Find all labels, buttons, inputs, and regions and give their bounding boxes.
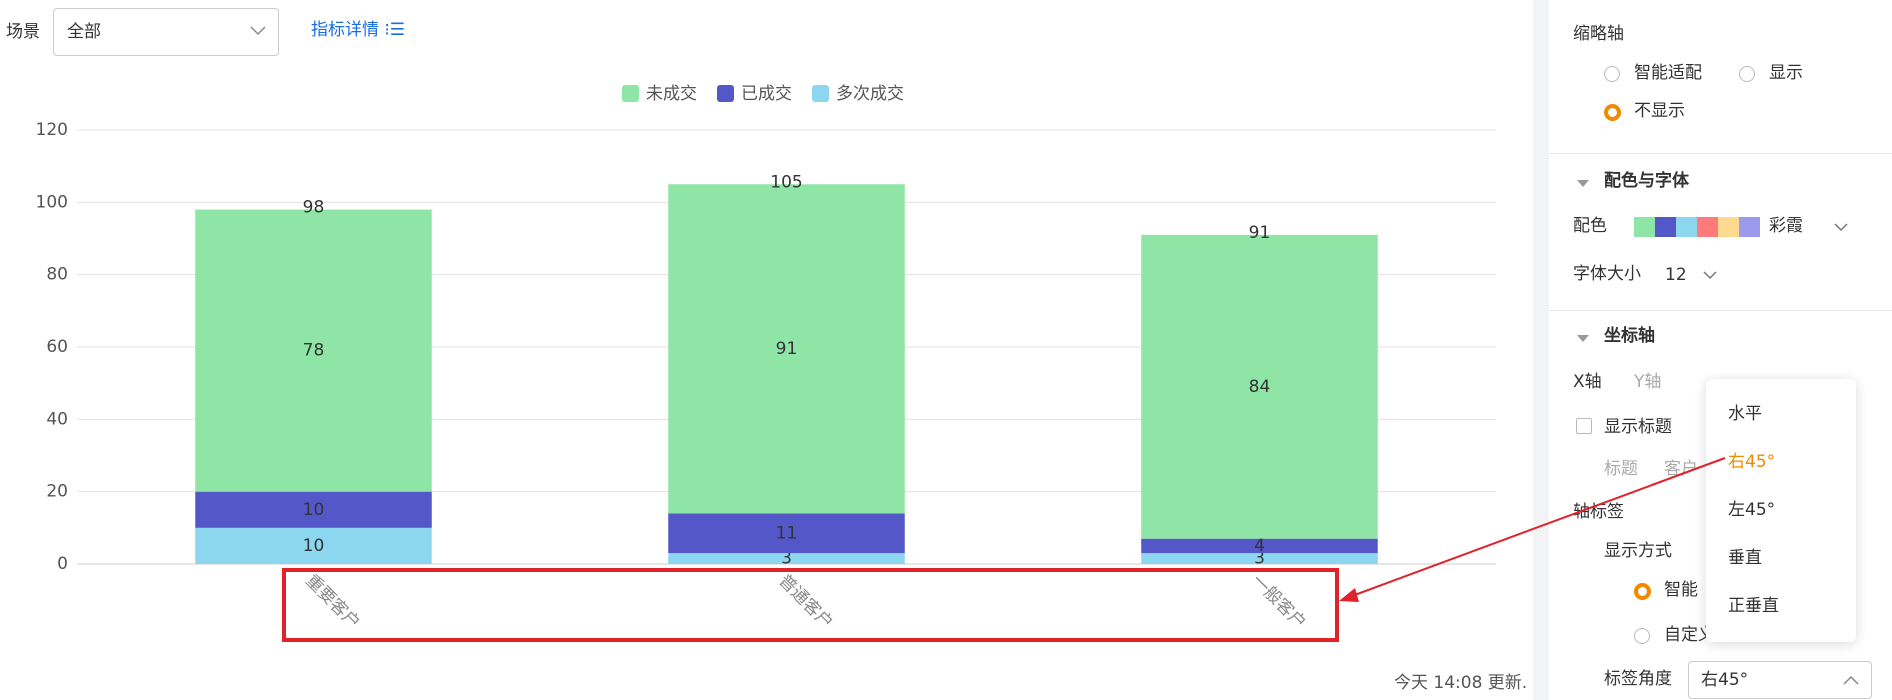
checkbox[interactable] <box>1576 418 1592 434</box>
swatch <box>1697 217 1718 237</box>
y-tick-label: 20 <box>46 482 68 502</box>
swatch <box>1655 217 1676 237</box>
swatch <box>1676 217 1697 237</box>
value-label: 10 <box>303 500 325 520</box>
swatch <box>1634 217 1655 237</box>
tab-active[interactable]: X轴 <box>1573 372 1602 392</box>
radio[interactable] <box>1604 66 1620 82</box>
update-time: 今天 14:08 更新. <box>1394 673 1528 693</box>
collapse-icon[interactable] <box>1577 335 1589 342</box>
label[interactable]: 显示标题 <box>1604 417 1672 437</box>
label: 标题 <box>1604 459 1638 479</box>
swatch <box>1718 217 1739 237</box>
option[interactable]: 自定义 <box>1664 625 1715 645</box>
option[interactable]: 智能适配 <box>1634 63 1702 83</box>
bar-segment <box>668 184 905 514</box>
bar-segment <box>195 527 432 564</box>
divider <box>1533 0 1549 700</box>
angle-select[interactable]: 右45° <box>1688 661 1872 699</box>
bar-segment <box>1141 553 1378 564</box>
bar-segment <box>1141 538 1378 554</box>
radio-selected[interactable] <box>1634 583 1651 600</box>
label: 配色 <box>1573 216 1607 236</box>
font-size[interactable]: 12 <box>1665 265 1687 285</box>
chevron <box>1843 675 1859 685</box>
legend-label: 未成交 <box>646 84 697 104</box>
tab[interactable]: Y轴 <box>1634 372 1662 392</box>
label: 标签角度 <box>1604 669 1672 689</box>
y-tick-label: 60 <box>46 337 68 357</box>
radio[interactable] <box>1739 66 1755 82</box>
label: 显示方式 <box>1604 541 1672 561</box>
x-tick-label: 一般客户 <box>1247 571 1309 633</box>
detail-text: 指标详情 <box>311 20 379 40</box>
separator <box>1549 310 1892 311</box>
chevron[interactable] <box>1703 271 1717 280</box>
radio-selected[interactable] <box>1604 104 1621 121</box>
dropdown-item[interactable]: 正垂直 <box>1728 596 1779 616</box>
y-tick-label: 120 <box>36 120 68 140</box>
section-title: 配色与字体 <box>1604 171 1689 191</box>
legend-swatch <box>717 85 734 102</box>
swatch <box>1739 217 1760 237</box>
chart: 0 20 40 60 80 100 120 未成交 已成交 多次成交 10 10 78 98 重要客户 3 11… <box>36 84 1496 633</box>
scene-value: 全部 <box>67 22 101 42</box>
y-tick-label: 100 <box>36 192 68 212</box>
x-tick-label: 普通客户 <box>774 571 836 633</box>
value-label: 11 <box>776 523 798 543</box>
dropdown-item[interactable]: 右45° <box>1728 452 1776 472</box>
angle-value: 右45° <box>1701 670 1749 690</box>
radio[interactable] <box>1634 628 1650 644</box>
value-label: 10 <box>303 536 325 556</box>
palette[interactable] <box>1634 217 1760 237</box>
detail-link[interactable]: 指标详情 ⁝☰ <box>311 20 406 40</box>
dropdown-item[interactable]: 水平 <box>1728 404 1762 424</box>
y-tick-label: 40 <box>46 409 68 429</box>
value-label: 3 <box>1254 549 1265 569</box>
total-label: 105 <box>770 172 802 192</box>
scene-label: 场景 <box>6 22 40 42</box>
label: 轴标签 <box>1573 502 1624 522</box>
scene-select[interactable]: 全部 <box>53 8 279 56</box>
bar-segment <box>195 491 432 528</box>
y-tick-label: 0 <box>57 554 68 574</box>
y-tick-label: 80 <box>46 265 68 285</box>
bar-segment <box>668 513 905 554</box>
section-title: 坐标轴 <box>1604 326 1655 346</box>
bar-segment <box>195 209 432 492</box>
legend-label: 多次成交 <box>836 84 904 104</box>
bar-segment <box>1141 234 1378 539</box>
palette-name: 彩霞 <box>1769 216 1803 236</box>
value-label: 4 <box>1254 536 1265 556</box>
total-label: 91 <box>1249 223 1271 243</box>
dropdown: 水平右45° 左45° 垂直正垂直 <box>1706 379 1856 642</box>
collapse-icon[interactable] <box>1577 180 1589 187</box>
legend-label: 已成交 <box>741 84 792 104</box>
legend-swatch <box>622 85 639 102</box>
total-label: 98 <box>303 198 325 218</box>
value-label: 78 <box>303 341 325 361</box>
dropdown-item[interactable]: 左45° <box>1728 500 1776 520</box>
option[interactable]: 显示 <box>1769 63 1803 83</box>
section-title: 缩略轴 <box>1573 24 1624 44</box>
legend-swatch <box>812 85 829 102</box>
dropdown-item[interactable]: 垂直 <box>1728 548 1762 568</box>
chevron[interactable] <box>1834 223 1848 232</box>
x-tick-label: 重要客户 <box>301 571 363 633</box>
separator <box>1549 153 1892 154</box>
value-label: 84 <box>1249 377 1271 397</box>
chevron <box>250 26 266 36</box>
option[interactable]: 智能 <box>1664 580 1698 600</box>
option[interactable]: 不显示 <box>1634 101 1685 121</box>
bar-segment <box>668 553 905 564</box>
value-label: 3 <box>781 549 792 569</box>
value-label: 91 <box>776 339 798 359</box>
title-input[interactable]: 客户 <box>1664 459 1698 479</box>
label: 字体大小 <box>1573 264 1641 284</box>
